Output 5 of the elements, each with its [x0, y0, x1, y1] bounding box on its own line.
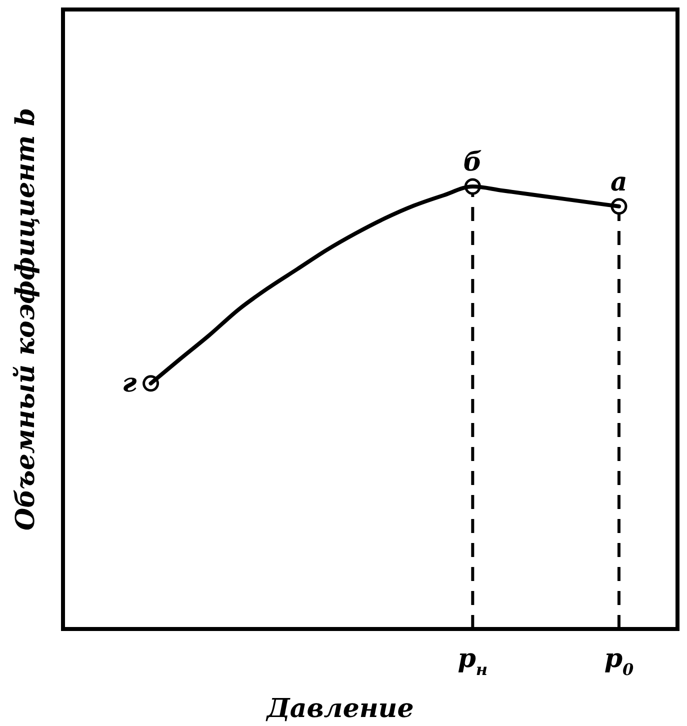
- text: б: [463, 148, 482, 178]
- x-axis-title: Давление: [264, 694, 414, 724]
- annotation: г: [122, 368, 138, 398]
- y-axis-title: Объемный коэффициент b: [11, 108, 41, 530]
- annotation: а: [610, 167, 628, 198]
